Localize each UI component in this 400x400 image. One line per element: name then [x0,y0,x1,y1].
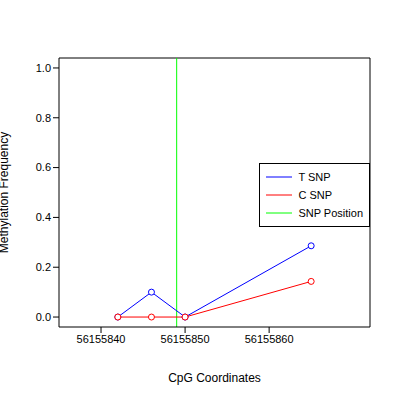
html-text:C SNP: C SNP [298,189,332,201]
svg-text:56155840: 56155840 [77,333,126,345]
svg-text:Methylation Frequency: Methylation Frequency [8,132,11,253]
svg-text:1.0: 1.0 [36,62,51,74]
svg-text:0.0: 0.0 [36,311,51,323]
svg-text:0.6: 0.6 [36,161,51,173]
svg-text:0.8: 0.8 [36,112,51,124]
svg-text:CpG Coordinates: CpG Coordinates [168,371,261,385]
html-text:SNP Position: SNP Position [298,207,363,219]
svg-text:0.2: 0.2 [36,261,51,273]
svg-text:56155860: 56155860 [245,333,294,345]
svg-text:0.4: 0.4 [36,211,51,223]
html-text:T SNP: T SNP [298,171,331,183]
svg-text:56155850: 56155850 [161,333,210,345]
